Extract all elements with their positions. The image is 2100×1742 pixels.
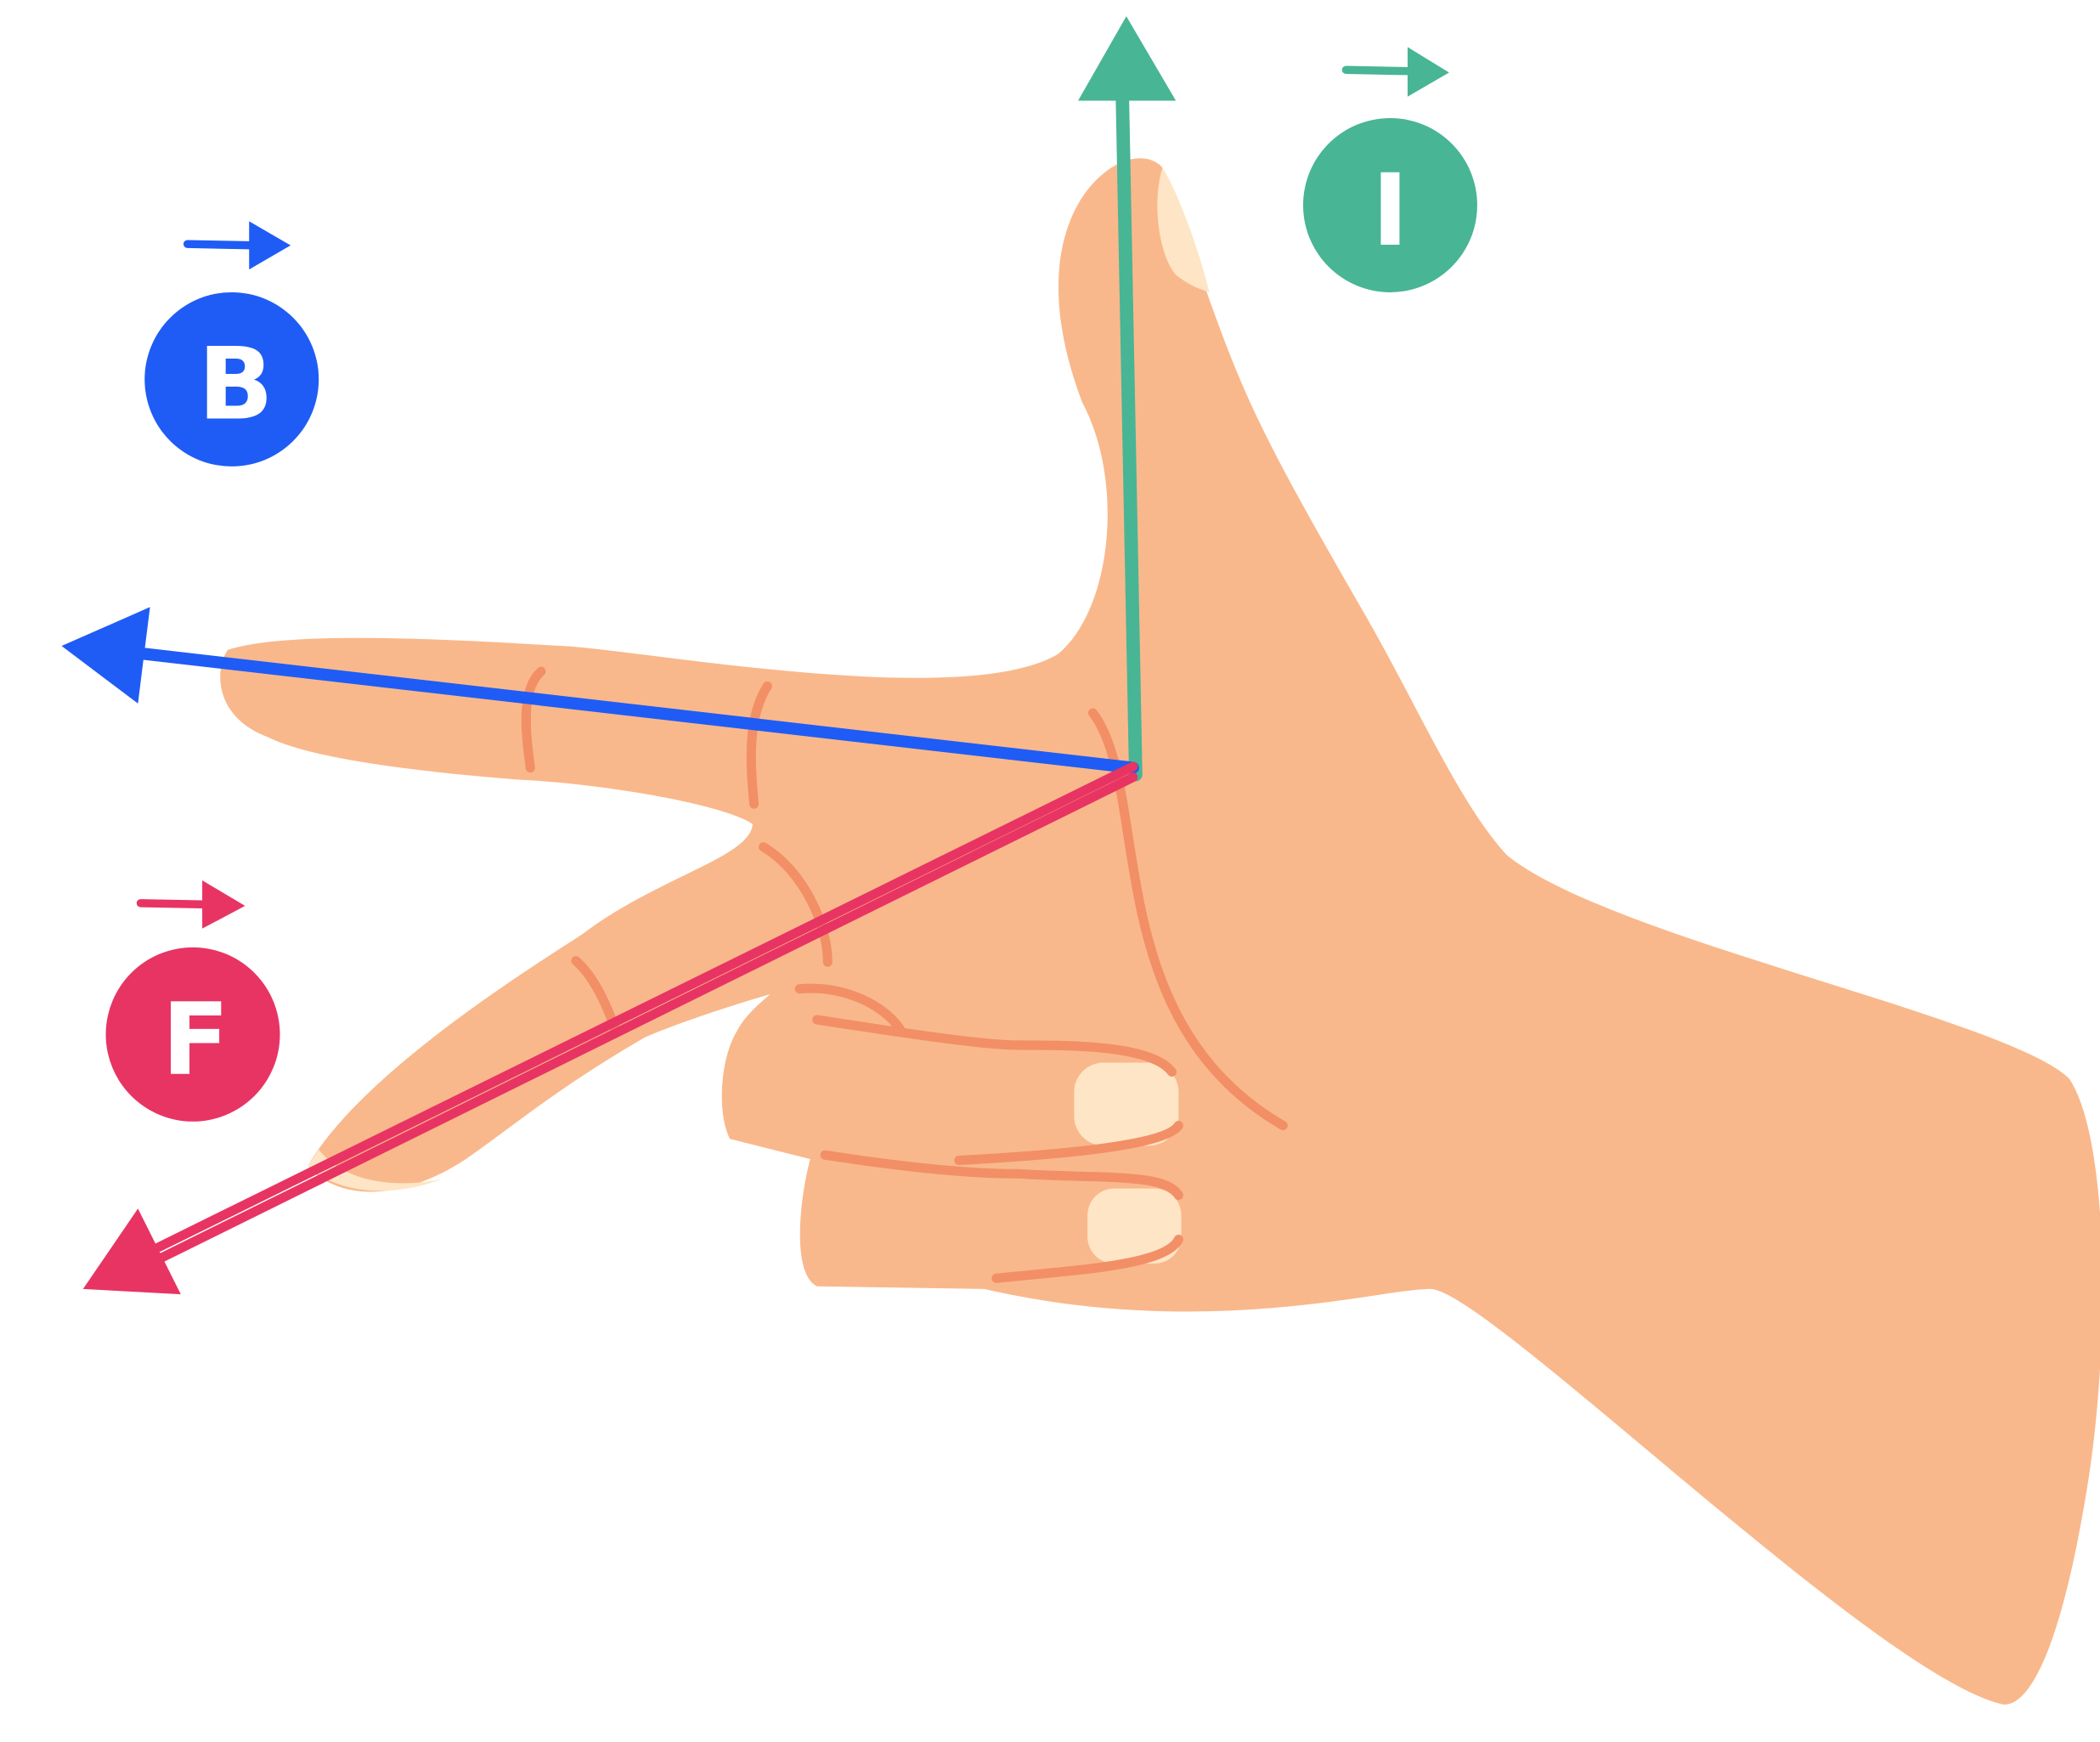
field-arrow [61, 607, 1139, 774]
finger-nail [1087, 1188, 1182, 1264]
force-arrow [82, 761, 1138, 1295]
b-label: B [198, 327, 274, 443]
i-label: I [1372, 153, 1408, 269]
thumb-nail [1157, 167, 1210, 292]
i-badge: I [1302, 47, 1477, 292]
hand [220, 158, 2100, 1705]
f-label: F [161, 982, 229, 1098]
finger-nail [1074, 1062, 1179, 1146]
f-badge: F [105, 880, 280, 1122]
creases [521, 666, 1288, 1283]
b-badge: B [144, 221, 319, 467]
current-arrow [1078, 16, 1177, 782]
index-tip [308, 1149, 443, 1191]
